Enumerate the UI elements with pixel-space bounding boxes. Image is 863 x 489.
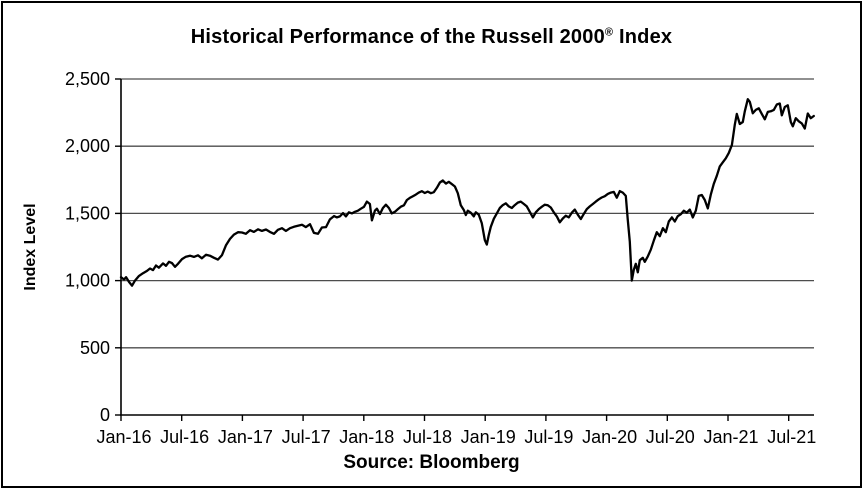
source-label: Source: Bloomberg — [343, 452, 520, 473]
x-tick-label: Jan-20 — [582, 427, 637, 447]
series-line — [119, 98, 815, 287]
y-tick-label: 1,000 — [65, 271, 110, 291]
x-tick-label: Jan-19 — [461, 427, 516, 447]
y-tick-label: 2,500 — [65, 69, 110, 89]
registered-trademark-symbol: ® — [604, 26, 614, 39]
chart-title-main: Historical Performance of the Russell 20… — [190, 26, 605, 48]
x-tick-label: Jul-20 — [646, 427, 695, 447]
x-tick-label: Jan-18 — [339, 427, 394, 447]
x-tick-label: Jul-17 — [282, 427, 331, 447]
x-tick-label: Jul-16 — [160, 427, 209, 447]
y-tick-label: 0 — [100, 405, 110, 425]
x-tick-label: Jan-21 — [703, 427, 758, 447]
y-tick-label: 1,500 — [65, 203, 110, 223]
x-tick-label: Jan-16 — [96, 427, 151, 447]
x-tick-label: Jul-18 — [403, 427, 452, 447]
x-tick-label: Jan-17 — [218, 427, 273, 447]
y-tick-label: 500 — [80, 338, 110, 358]
x-tick-label: Jul-21 — [767, 427, 816, 447]
x-tick-label: Jul-19 — [524, 427, 573, 447]
chart-title-tail: Index — [613, 26, 673, 48]
y-tick-label: 2,000 — [65, 136, 110, 156]
chart-title: Historical Performance of the Russell 20… — [0, 26, 863, 49]
